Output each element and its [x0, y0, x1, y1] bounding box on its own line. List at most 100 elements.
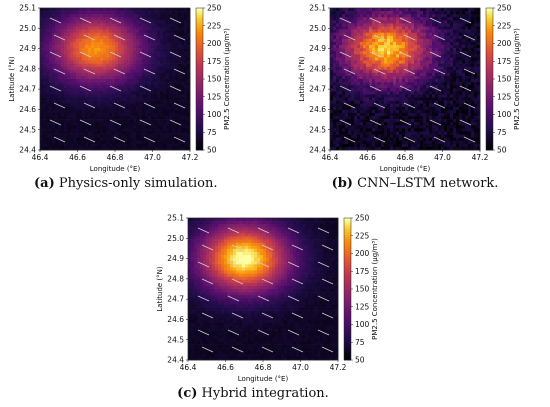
heatmap-cell — [339, 97, 343, 101]
heatmap-cell — [121, 100, 125, 104]
heatmap-cell — [163, 106, 167, 111]
heatmap-cell — [402, 128, 406, 132]
heatmap-cell — [381, 94, 385, 98]
heatmap-cell — [354, 94, 358, 98]
heatmap-cell — [447, 41, 451, 46]
heatmap-cell — [390, 140, 394, 145]
heatmap-cell — [375, 94, 379, 98]
heatmap-cell — [136, 35, 140, 40]
heatmap-cell — [133, 112, 137, 117]
heatmap-cell — [369, 35, 373, 40]
heatmap-cell — [184, 88, 188, 92]
heatmap-cell — [411, 122, 415, 126]
heatmap-cell — [435, 51, 439, 55]
heatmap-cell — [43, 11, 47, 15]
heatmap-cell — [130, 63, 134, 67]
heatmap-cell — [456, 137, 460, 142]
heatmap-cell — [366, 26, 370, 30]
heatmap-cell — [369, 23, 373, 27]
heatmap-cell — [354, 66, 358, 71]
heatmap-cell — [429, 38, 433, 43]
heatmap-cell — [49, 146, 53, 151]
heatmap-cell — [175, 100, 179, 104]
heatmap-cell — [354, 57, 358, 61]
heatmap-cell — [91, 54, 95, 58]
heatmap-cell — [70, 106, 74, 111]
heatmap-cell — [381, 82, 385, 86]
heatmap-cell — [106, 51, 110, 55]
heatmap-cell — [136, 125, 140, 129]
heatmap-cell — [142, 20, 146, 24]
colorbar-step — [196, 45, 203, 49]
heatmap-cell — [429, 35, 433, 40]
heatmap-cell — [453, 41, 457, 46]
heatmap-cell — [73, 125, 77, 129]
heatmap-cell — [339, 23, 343, 27]
heatmap-cell — [55, 41, 59, 46]
heatmap-cell — [456, 20, 460, 24]
heatmap-cell — [429, 128, 433, 132]
colorbar-step — [486, 109, 493, 113]
heatmap-cell — [43, 106, 47, 111]
heatmap-cell — [184, 122, 188, 126]
heatmap-cell — [435, 82, 439, 86]
heatmap-cell — [40, 11, 44, 15]
heatmap-cell — [79, 82, 83, 86]
heatmap-cell — [330, 35, 334, 40]
heatmap-cell — [471, 63, 475, 67]
heatmap-cell — [127, 63, 131, 67]
heatmap-cell — [58, 41, 62, 46]
heatmap-cell — [444, 48, 448, 52]
heatmap-cell — [166, 103, 170, 108]
heatmap-cell — [342, 140, 346, 145]
heatmap-cell — [405, 11, 409, 15]
heatmap-cell — [145, 134, 149, 138]
heatmap-cell — [172, 11, 176, 15]
heatmap-cell — [112, 88, 116, 92]
heatmap-cell — [79, 140, 83, 145]
heatmap-cell — [435, 20, 439, 24]
heatmap-cell — [97, 103, 101, 108]
heatmap-cell — [100, 112, 104, 117]
wind-arrow — [113, 68, 126, 75]
heatmap-cell — [82, 119, 86, 123]
heatmap-cell — [387, 85, 391, 89]
heatmap-cell — [91, 97, 95, 101]
heatmap-cell — [82, 57, 86, 61]
heatmap-cell — [372, 17, 376, 21]
heatmap-cell — [136, 109, 140, 114]
heatmap-cell — [112, 103, 116, 108]
heatmap-cell — [417, 140, 421, 145]
heatmap-cell — [342, 57, 346, 61]
heatmap-cell — [447, 72, 451, 77]
heatmap-cell — [106, 122, 110, 126]
heatmap-cell — [145, 79, 149, 83]
heatmap-cell — [157, 48, 161, 52]
heatmap-cell — [103, 125, 107, 129]
heatmap-cell — [336, 75, 340, 80]
heatmap-cell — [468, 91, 472, 95]
heatmap-cell — [184, 146, 188, 151]
heatmap-cell — [118, 75, 122, 80]
heatmap-cell — [94, 57, 98, 61]
heatmap-cell — [67, 66, 71, 71]
heatmap-cell — [73, 88, 77, 92]
heatmap-cell — [444, 94, 448, 98]
heatmap-cell — [396, 106, 400, 111]
heatmap-cell — [348, 119, 352, 123]
heatmap-cell — [429, 26, 433, 30]
heatmap-cell — [411, 94, 415, 98]
heatmap-cell — [459, 8, 463, 12]
heatmap-cell — [187, 109, 191, 114]
heatmap-cell — [118, 48, 122, 52]
heatmap-cell — [52, 100, 56, 104]
colorbar-step — [486, 34, 493, 37]
heatmap-cell — [339, 17, 343, 21]
heatmap-cell — [49, 79, 53, 83]
heatmap-cell — [82, 54, 86, 58]
heatmap-cell — [43, 85, 47, 89]
heatmap-cell — [357, 54, 361, 58]
heatmap-cell — [76, 20, 80, 24]
heatmap-cell — [49, 116, 53, 120]
heatmap-cell — [408, 128, 412, 132]
